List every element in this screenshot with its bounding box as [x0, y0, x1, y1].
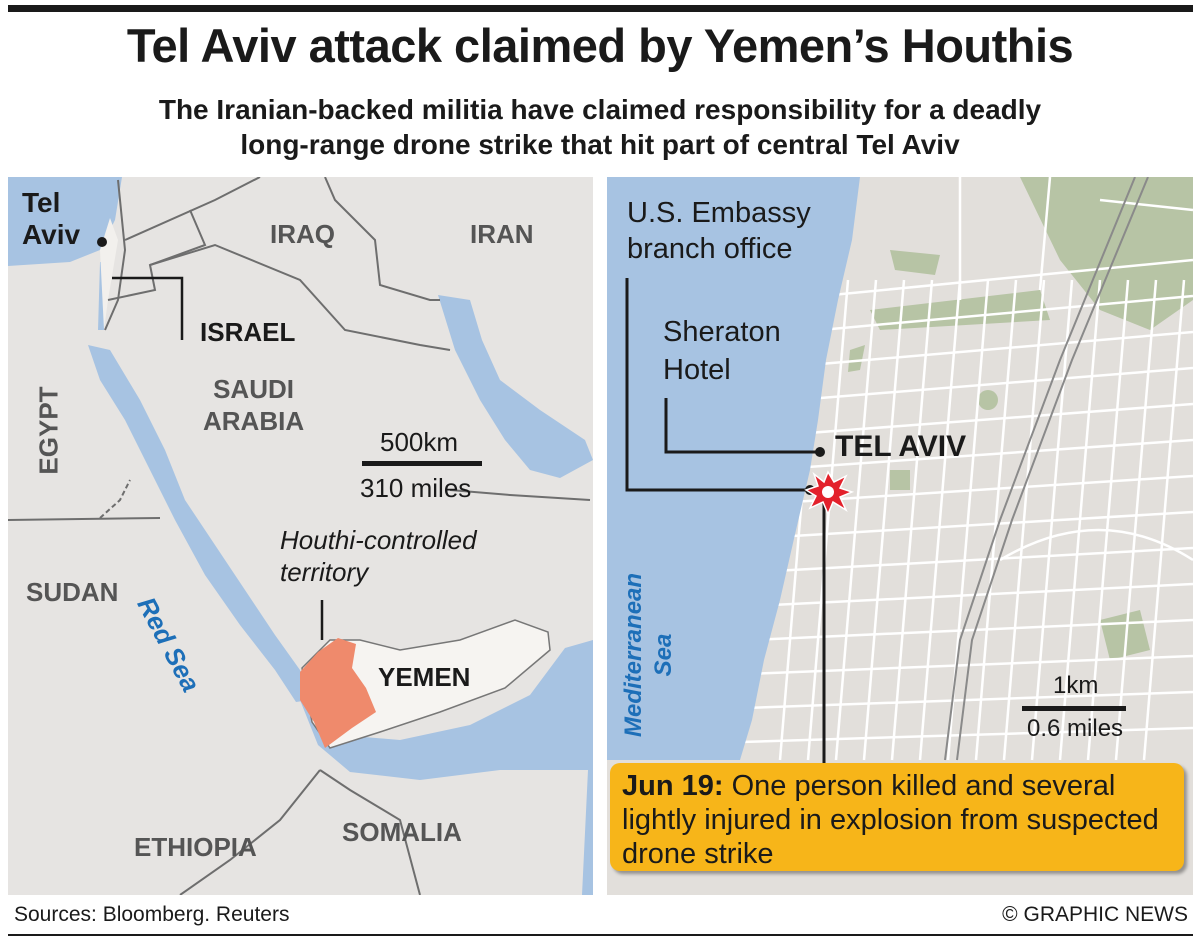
label-iran: IRAN	[470, 219, 534, 249]
label-somalia: SOMALIA	[342, 817, 462, 847]
callout-text: One person killed and several lightly in…	[622, 770, 1159, 870]
subheadline: The Iranian-backed militia have claimed …	[0, 92, 1200, 162]
highway	[944, 177, 1149, 761]
street	[767, 402, 1193, 438]
street	[770, 366, 1193, 404]
street	[1030, 279, 1074, 761]
scale-miles: 310 miles	[360, 473, 472, 503]
street	[862, 279, 906, 761]
embassy-leader-line	[625, 278, 810, 492]
regional-map: Tel Aviv IRAQ IRAN ISRAEL EGYPT SAUDI ARAB…	[8, 177, 593, 895]
street	[752, 582, 1193, 608]
label-egypt: EGYPT	[33, 386, 64, 475]
label-tel-aviv: Tel Aviv	[22, 187, 81, 250]
headline: Tel Aviv attack claimed by Yemen’s Houth…	[126, 19, 1074, 72]
street	[1038, 177, 1052, 291]
street	[1114, 279, 1158, 761]
label-sheraton-hotel: Sheraton Hotel	[663, 316, 781, 386]
bottom-rule	[8, 934, 1193, 936]
mediterranean-sea-area	[607, 177, 860, 760]
city-map-graphic	[607, 177, 1193, 765]
street	[1086, 279, 1130, 761]
label-us-embassy: U.S. Embassy branch office	[627, 197, 811, 265]
israel-leader-line	[112, 276, 184, 340]
houthi-territory	[300, 638, 376, 748]
street	[764, 438, 1193, 472]
city-scale-bar	[1022, 706, 1126, 711]
gulf-of-aden	[300, 640, 593, 895]
street	[743, 690, 1193, 710]
scale-bar	[362, 461, 482, 466]
tel-aviv-dot	[97, 237, 107, 247]
label-saudi-arabia: SAUDI ARABIA	[203, 374, 305, 436]
label-tel-aviv-city: TEL AVIV	[835, 430, 967, 463]
subheadline-line: The Iranian-backed militia have claimed …	[158, 94, 1042, 125]
street	[779, 258, 1193, 302]
copyright: © GRAPHIC NEWS	[1002, 903, 1188, 926]
street	[806, 279, 850, 761]
subheadline-line: long-range drone strike that hit part of…	[240, 129, 960, 160]
street	[758, 510, 1193, 540]
callout-date: Jun 19:	[622, 770, 724, 802]
label-houthi-territory: Houthi-controlled territory	[280, 525, 477, 587]
scale-km: 500km	[380, 427, 459, 457]
label-israel: ISRAEL	[200, 317, 296, 347]
label-mediterranean-sea: Mediterranean Sea	[620, 572, 677, 737]
street	[834, 279, 878, 761]
street	[1142, 279, 1186, 761]
top-rule	[8, 5, 1193, 12]
label-yemen: YEMEN	[378, 662, 471, 692]
city-scale-miles: 0.6 miles	[1027, 715, 1124, 742]
street	[918, 279, 962, 761]
mediterranean-sea	[8, 177, 122, 266]
regional-map-graphic	[8, 177, 593, 895]
street	[974, 279, 1018, 761]
street	[1058, 279, 1102, 761]
red-sea	[88, 345, 310, 702]
event-callout: Jun 19: One person killed and several li…	[610, 763, 1184, 871]
street	[755, 546, 1193, 574]
city-scale-km: 1km	[1053, 672, 1099, 699]
street	[999, 528, 1193, 562]
sources: Sources: Bloomberg. Reuters	[14, 903, 290, 926]
label-ethiopia: ETHIOPIA	[134, 832, 257, 862]
street	[1002, 279, 1046, 761]
persian-gulf	[438, 295, 593, 478]
street	[1099, 198, 1193, 212]
street	[746, 654, 1193, 676]
sheraton-leader-line	[664, 398, 820, 454]
street	[890, 279, 934, 761]
sheraton-dot	[815, 447, 825, 457]
label-iraq: IRAQ	[270, 219, 335, 249]
label-sudan: SUDAN	[26, 577, 119, 607]
